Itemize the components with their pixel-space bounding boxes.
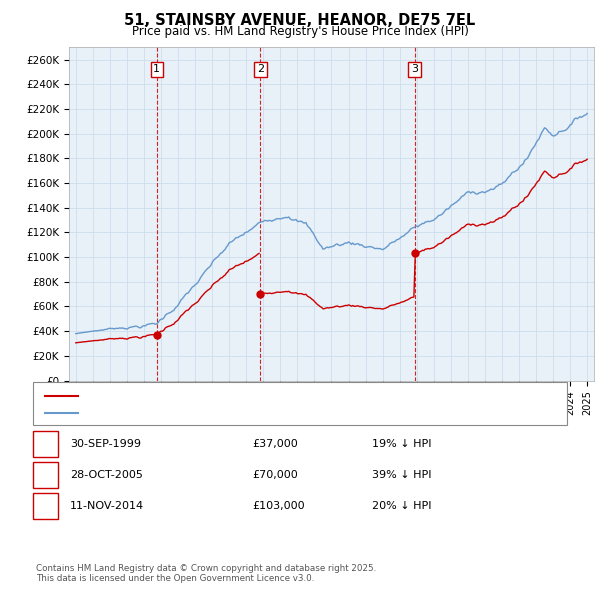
Text: £37,000: £37,000 [252, 440, 298, 449]
Text: 2: 2 [257, 64, 264, 74]
Text: 19% ↓ HPI: 19% ↓ HPI [372, 440, 431, 449]
Text: 3: 3 [411, 64, 418, 74]
Text: 30-SEP-1999: 30-SEP-1999 [70, 440, 141, 449]
Text: £103,000: £103,000 [252, 501, 305, 510]
Text: Contains HM Land Registry data © Crown copyright and database right 2025.
This d: Contains HM Land Registry data © Crown c… [36, 563, 376, 583]
Text: 51, STAINSBY AVENUE, HEANOR, DE75 7EL: 51, STAINSBY AVENUE, HEANOR, DE75 7EL [124, 13, 476, 28]
Text: 3: 3 [42, 501, 49, 510]
Text: 2: 2 [42, 470, 49, 480]
Text: Price paid vs. HM Land Registry's House Price Index (HPI): Price paid vs. HM Land Registry's House … [131, 25, 469, 38]
Text: 39% ↓ HPI: 39% ↓ HPI [372, 470, 431, 480]
Text: £70,000: £70,000 [252, 470, 298, 480]
Text: 28-OCT-2005: 28-OCT-2005 [70, 470, 143, 480]
Text: 20% ↓ HPI: 20% ↓ HPI [372, 501, 431, 510]
Text: 1: 1 [42, 440, 49, 449]
Text: HPI: Average price, semi-detached house, Amber Valley: HPI: Average price, semi-detached house,… [84, 408, 362, 418]
Text: 11-NOV-2014: 11-NOV-2014 [70, 501, 145, 510]
Text: 51, STAINSBY AVENUE, HEANOR, DE75 7EL (semi-detached house): 51, STAINSBY AVENUE, HEANOR, DE75 7EL (s… [84, 391, 416, 401]
Text: 1: 1 [153, 64, 160, 74]
